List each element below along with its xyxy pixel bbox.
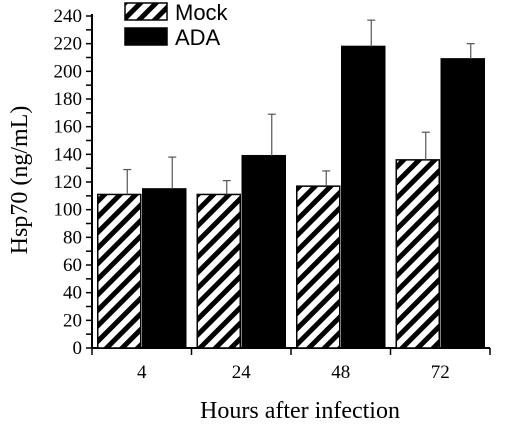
bar-ada-4 [142, 188, 187, 349]
y-tick-label: 0 [73, 338, 83, 359]
legend-swatch-mock [124, 2, 168, 21]
bar-mock-48 [296, 185, 341, 349]
legend-swatch-ada [124, 27, 168, 46]
y-tick-label: 40 [63, 283, 82, 304]
bars-group [97, 45, 485, 349]
legend-label-ada: ADA [175, 25, 221, 50]
y-tick-label: 240 [54, 6, 83, 27]
x-tick-label: 48 [331, 362, 350, 383]
bar-mock-72 [395, 159, 440, 349]
y-tick-label: 180 [54, 89, 83, 110]
y-tick-label: 20 [63, 310, 82, 331]
x-axis-title: Hours after infection [200, 398, 400, 424]
bar-ada-48 [341, 45, 386, 349]
legend-label-mock: Mock [175, 0, 229, 25]
y-tick-label: 60 [63, 255, 82, 276]
bar-ada-24 [241, 154, 286, 349]
bar-mock-24 [196, 193, 241, 349]
error-bars-group [123, 19, 475, 195]
bar-mock-4 [97, 193, 142, 349]
x-tick-label: 4 [137, 362, 147, 383]
bar-ada-72 [440, 58, 485, 349]
y-tick-label: 160 [54, 117, 83, 138]
y-axis: 0 20 40 60 80 100 120 140 160 180 200 220 240 [54, 6, 93, 359]
x-tick-label: 24 [232, 362, 252, 383]
x-axis: 4 24 48 72 [91, 347, 491, 383]
y-tick-label: 140 [54, 144, 83, 165]
x-tick-label: 72 [431, 362, 450, 383]
y-tick-label: 100 [54, 200, 83, 221]
y-axis-title: Hsp70 (ng/mL) [7, 106, 33, 255]
y-tick-label: 80 [63, 227, 82, 248]
legend: Mock ADA [124, 0, 229, 50]
y-tick-label: 220 [54, 34, 83, 55]
y-tick-label: 120 [54, 172, 83, 193]
y-tick-label: 200 [54, 61, 83, 82]
